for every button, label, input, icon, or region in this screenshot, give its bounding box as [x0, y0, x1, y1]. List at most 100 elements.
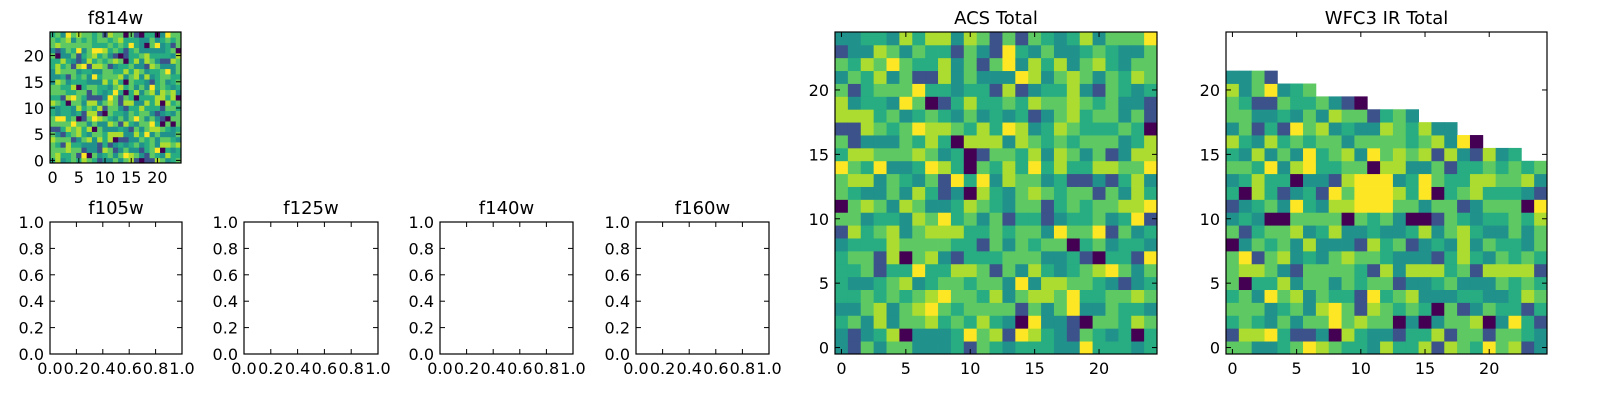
heatmap-cell	[912, 44, 926, 59]
heatmap-cell	[1226, 225, 1240, 239]
heatmap-cell	[1341, 173, 1355, 187]
heatmap-cell	[118, 42, 124, 49]
heatmap-cell	[170, 68, 177, 75]
heatmap-cell	[139, 105, 145, 111]
heatmap-cell	[1521, 263, 1535, 278]
heatmap-cell	[1405, 276, 1419, 290]
heatmap-cell	[1290, 96, 1304, 110]
heatmap-cell	[70, 89, 77, 96]
heatmap-cell	[976, 173, 990, 187]
heatmap-cell	[1290, 250, 1304, 265]
heatmap-cell	[149, 89, 156, 96]
heatmap-cell	[1118, 57, 1132, 72]
heatmap-cell	[76, 52, 82, 59]
heatmap-cell	[112, 157, 119, 164]
heatmap-cell	[76, 126, 82, 132]
heatmap-cell	[91, 115, 98, 122]
heatmap-cell	[91, 131, 98, 138]
heatmap-cell	[963, 276, 978, 290]
heatmap-cell	[1482, 212, 1497, 226]
heatmap-cell	[70, 68, 77, 75]
heatmap-cell	[835, 276, 849, 290]
heatmap-cell	[1079, 122, 1093, 136]
heatmap-cell	[1405, 341, 1419, 355]
heatmap-cell	[1380, 147, 1394, 162]
heatmap-cell	[925, 341, 939, 355]
heatmap-cell	[149, 136, 156, 143]
heatmap-cell	[989, 96, 1003, 110]
heatmap-cell	[835, 328, 849, 342]
heatmap-cell	[1105, 341, 1119, 355]
heatmap-cell	[925, 302, 939, 316]
heatmap-cell	[123, 110, 129, 117]
heatmap-cell	[1041, 70, 1055, 84]
heatmap-cell	[1015, 57, 1029, 72]
heatmap-cell	[139, 32, 145, 38]
heatmap-cell	[1508, 250, 1522, 265]
heatmap-cell	[925, 250, 939, 265]
heatmap-cell	[154, 126, 161, 132]
heatmap-cell	[1251, 302, 1265, 316]
heatmap-cell	[1392, 109, 1407, 123]
heatmap-cell	[65, 110, 72, 117]
y-tick-label: 0.2	[605, 319, 630, 338]
heatmap-cell	[1290, 122, 1304, 136]
heatmap-cell	[1341, 212, 1355, 226]
heatmap-cell	[1392, 315, 1407, 329]
heatmap-cell	[873, 276, 887, 290]
heatmap-cell	[1002, 238, 1016, 252]
y-tick-label: 15	[24, 73, 44, 92]
heatmap-cell	[1418, 186, 1432, 200]
heatmap-cell	[1315, 135, 1330, 149]
heatmap-cell	[1131, 302, 1145, 316]
heatmap-cell	[1028, 135, 1042, 149]
heatmap-cell	[118, 32, 124, 38]
heatmap-cell	[1264, 315, 1278, 329]
heatmap-cell	[1367, 289, 1381, 303]
heatmap-cell	[1041, 96, 1055, 110]
heatmap-cell	[925, 173, 939, 187]
heatmap-cell	[1118, 238, 1132, 252]
heatmap-cell	[1521, 302, 1535, 316]
x-tick-label: 5	[1292, 359, 1302, 378]
heatmap-cell	[81, 136, 88, 143]
heatmap-cell	[873, 44, 887, 59]
heatmap-cell	[123, 126, 129, 132]
y-tick-label: 0.0	[213, 345, 238, 364]
heatmap-cell	[1444, 328, 1458, 342]
heatmap-cell	[170, 94, 177, 101]
heatmap-cell	[1508, 263, 1522, 278]
heatmap-cell	[76, 94, 82, 101]
heatmap-cell	[165, 68, 171, 75]
heatmap-cell	[139, 89, 145, 96]
heatmap-cell	[950, 225, 965, 239]
heatmap-cell	[139, 37, 145, 43]
panel-f160w: 0.0 0.2 0.4 0.6 0.8 1.00.00.20.40.60.81.0 f16…	[605, 198, 782, 378]
heatmap-cell	[1444, 135, 1458, 149]
heatmap-cell	[1264, 328, 1278, 342]
heatmap-cell	[1105, 96, 1119, 110]
heatmap-cell	[81, 131, 88, 138]
y-tick-label: 10	[24, 99, 44, 118]
y-tick-label: 0.6	[213, 266, 238, 285]
heatmap-cell	[91, 136, 98, 143]
x-tick-label: 0.8	[143, 359, 168, 378]
heatmap-cell	[1315, 315, 1330, 329]
heatmap-cell	[1482, 199, 1497, 213]
heatmap-cell	[1028, 83, 1042, 97]
heatmap-cell	[1264, 147, 1278, 162]
heatmap-cell	[976, 57, 990, 72]
heatmap-cell	[989, 160, 1003, 175]
heatmap-cell	[1405, 199, 1419, 213]
heatmap-cell	[912, 225, 926, 239]
heatmap-cell	[50, 42, 56, 49]
heatmap-cell	[976, 44, 990, 59]
heatmap-cell	[1431, 315, 1445, 329]
heatmap-cell	[1444, 289, 1458, 303]
heatmap-cell	[154, 37, 161, 43]
x-tick-label: 0.2	[650, 359, 675, 378]
y-tick-label: 15	[809, 145, 829, 164]
heatmap-cell	[1053, 32, 1068, 46]
heatmap-cell	[1418, 212, 1432, 226]
